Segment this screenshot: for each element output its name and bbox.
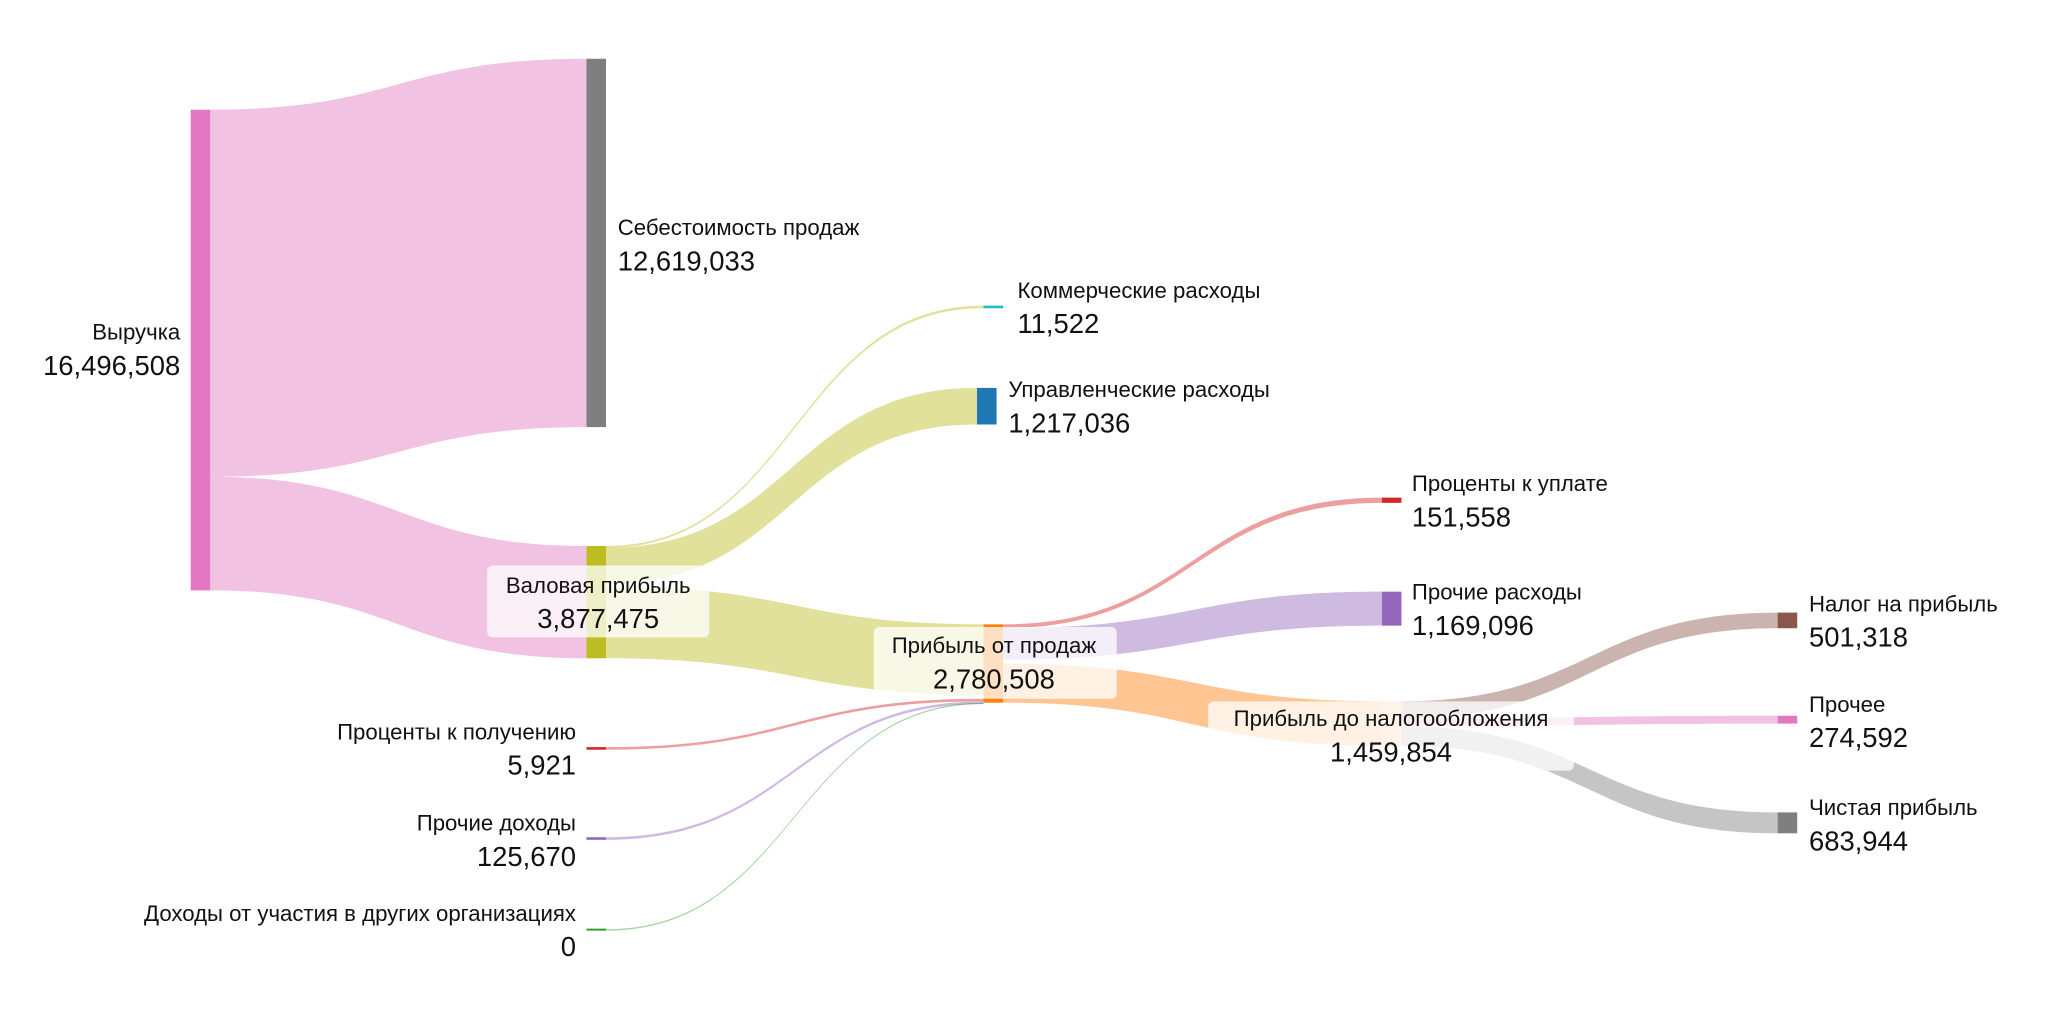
node-other_inc[interactable] bbox=[586, 837, 607, 840]
node-commercial[interactable] bbox=[983, 305, 1004, 309]
node-label-gross: Валовая прибыль bbox=[506, 573, 691, 598]
node-other[interactable] bbox=[1777, 715, 1798, 724]
node-value-net: 683,944 bbox=[1809, 825, 1908, 856]
node-value-commercial: 11,522 bbox=[1017, 308, 1099, 339]
link-other_inc-to-sales_profit[interactable] bbox=[606, 701, 984, 840]
node-tax[interactable] bbox=[1777, 612, 1798, 629]
node-value-cogs: 12,619,033 bbox=[618, 245, 755, 276]
node-label-commercial: Коммерческие расходы bbox=[1017, 278, 1260, 303]
node-label-revenue: Выручка bbox=[92, 320, 181, 345]
node-label-other_exp: Прочие расходы bbox=[1412, 580, 1582, 605]
link-pretax-to-tax[interactable] bbox=[1401, 612, 1778, 719]
node-value-admin: 1,217,036 bbox=[1008, 407, 1130, 438]
node-label-interest_recv: Проценты к получению bbox=[337, 719, 576, 744]
node-label-other_inc: Прочие доходы bbox=[417, 811, 576, 836]
link-interest_recv-to-sales_profit[interactable] bbox=[606, 698, 984, 750]
labels-layer: Выручка 16,496,508 Себестоимость продаж 12,… bbox=[43, 215, 1998, 962]
link-dividends-to-sales_profit[interactable] bbox=[606, 702, 984, 931]
node-value-pretax: 1,459,854 bbox=[1330, 736, 1452, 767]
node-value-other_exp: 1,169,096 bbox=[1412, 610, 1534, 641]
node-value-other_inc: 125,670 bbox=[477, 841, 576, 872]
link-gross-to-admin[interactable] bbox=[606, 387, 977, 584]
node-label-interest_paid: Проценты к уплате bbox=[1412, 471, 1608, 496]
label-box-gross bbox=[487, 565, 710, 638]
node-interest_recv[interactable] bbox=[586, 747, 607, 750]
node-net[interactable] bbox=[1777, 812, 1798, 834]
node-value-interest_paid: 151,558 bbox=[1412, 501, 1511, 532]
node-label-net: Чистая прибыль bbox=[1809, 795, 1978, 820]
node-value-revenue: 16,496,508 bbox=[43, 350, 180, 381]
link-sales_profit-to-interest_paid[interactable] bbox=[1003, 497, 1382, 629]
node-label-sales_profit: Прибыль от продаж bbox=[892, 633, 1097, 658]
node-admin[interactable] bbox=[976, 387, 997, 425]
node-label-admin: Управленческие расходы bbox=[1008, 377, 1270, 402]
node-value-other: 274,592 bbox=[1809, 722, 1908, 753]
node-cogs[interactable] bbox=[586, 58, 607, 428]
node-value-gross: 3,877,475 bbox=[537, 603, 659, 634]
link-gross-to-commercial[interactable] bbox=[606, 305, 984, 548]
node-value-dividends: 0 bbox=[561, 931, 576, 962]
label-box-sales_profit bbox=[873, 626, 1117, 699]
node-label-tax: Налог на прибыль bbox=[1809, 591, 1998, 616]
node-revenue[interactable] bbox=[190, 109, 211, 591]
node-label-pretax: Прибыль до налогообложения bbox=[1234, 706, 1549, 731]
node-label-cogs: Себестоимость продаж bbox=[618, 215, 860, 240]
node-value-tax: 501,318 bbox=[1809, 622, 1908, 653]
node-label-dividends: Доходы от участия в других организациях bbox=[144, 901, 576, 926]
label-box-pretax bbox=[1208, 701, 1574, 771]
node-label-other: Прочее bbox=[1809, 692, 1885, 717]
node-value-sales_profit: 2,780,508 bbox=[933, 663, 1055, 694]
link-revenue-to-cogs[interactable] bbox=[210, 58, 587, 477]
node-interest_paid[interactable] bbox=[1381, 497, 1402, 503]
node-dividends[interactable] bbox=[586, 928, 607, 931]
node-other_exp[interactable] bbox=[1381, 591, 1402, 626]
node-value-interest_recv: 5,921 bbox=[507, 750, 576, 781]
